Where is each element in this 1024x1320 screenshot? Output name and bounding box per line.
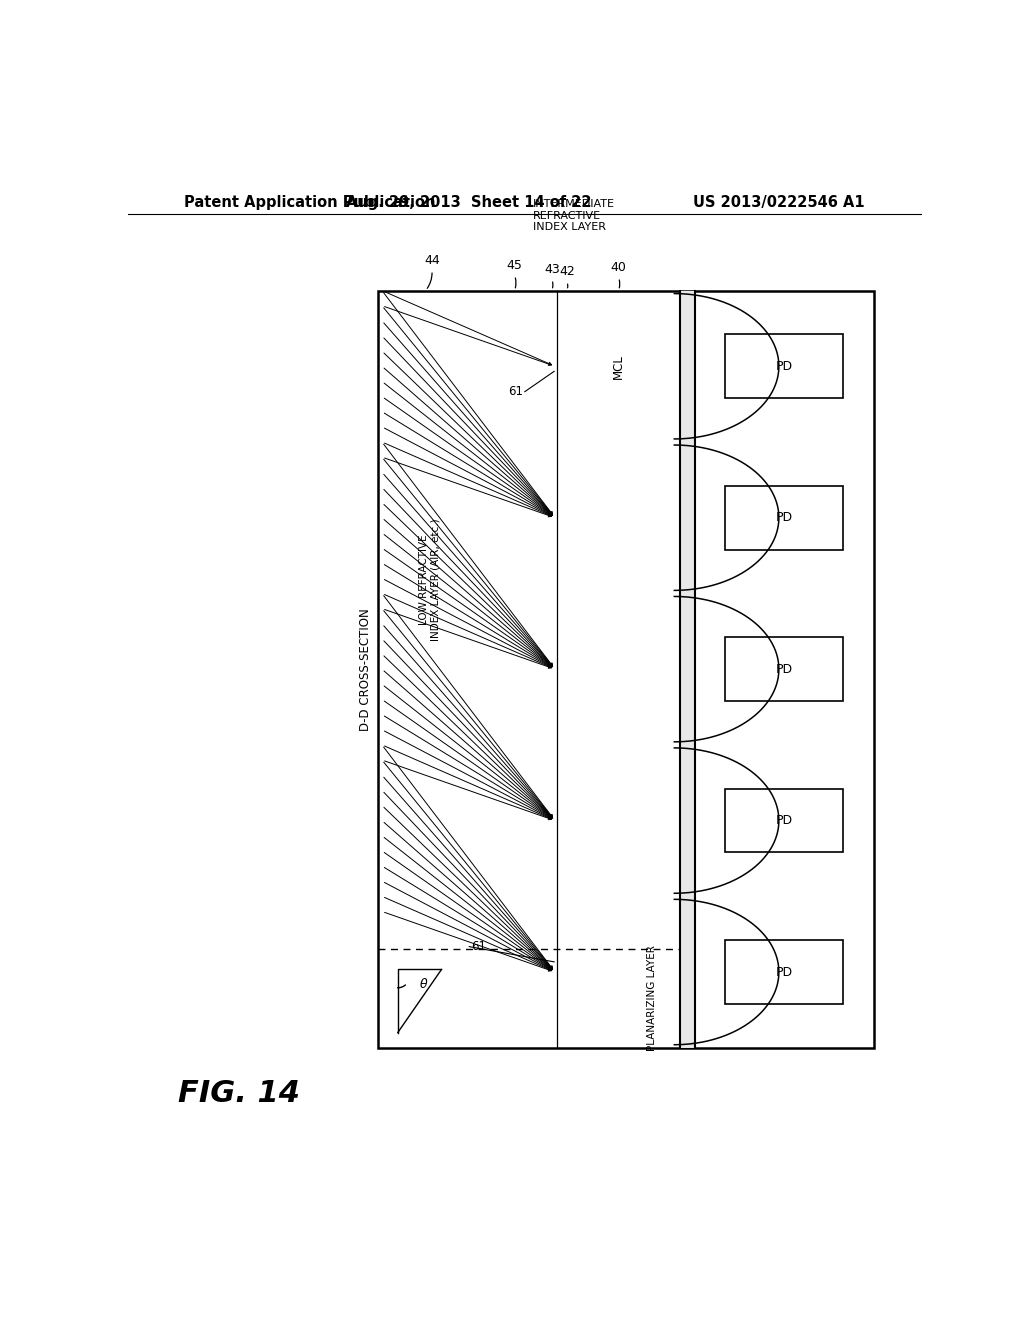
Text: $\theta$: $\theta$ [419, 977, 428, 991]
Text: 42: 42 [559, 265, 574, 279]
Text: 44: 44 [424, 255, 440, 267]
Text: LOW REFRACTIVE
INDEX LAYER (AIR, etc.): LOW REFRACTIVE INDEX LAYER (AIR, etc.) [419, 517, 440, 640]
Text: MCL: MCL [611, 354, 625, 379]
Text: PLANARIZING LAYER: PLANARIZING LAYER [647, 945, 656, 1052]
Text: 45: 45 [507, 259, 522, 272]
Text: Aug. 29, 2013  Sheet 14 of 22: Aug. 29, 2013 Sheet 14 of 22 [346, 194, 592, 210]
Text: 40: 40 [610, 261, 627, 275]
Text: INTERMEDIATE
REFRACTIVE
INDEX LAYER: INTERMEDIATE REFRACTIVE INDEX LAYER [532, 199, 614, 232]
Text: 61: 61 [508, 385, 523, 399]
Text: D-D CROSS-SECTION: D-D CROSS-SECTION [358, 607, 372, 730]
Text: PD: PD [775, 511, 793, 524]
Text: FIG. 14: FIG. 14 [178, 1078, 300, 1107]
Text: PD: PD [775, 965, 793, 978]
Text: 61: 61 [471, 940, 485, 953]
Text: Patent Application Publication: Patent Application Publication [183, 194, 435, 210]
Text: PD: PD [775, 360, 793, 372]
Polygon shape [680, 290, 695, 1048]
Text: PD: PD [775, 814, 793, 828]
Text: US 2013/0222546 A1: US 2013/0222546 A1 [693, 194, 864, 210]
Text: PD: PD [775, 663, 793, 676]
Text: 43: 43 [544, 263, 560, 276]
